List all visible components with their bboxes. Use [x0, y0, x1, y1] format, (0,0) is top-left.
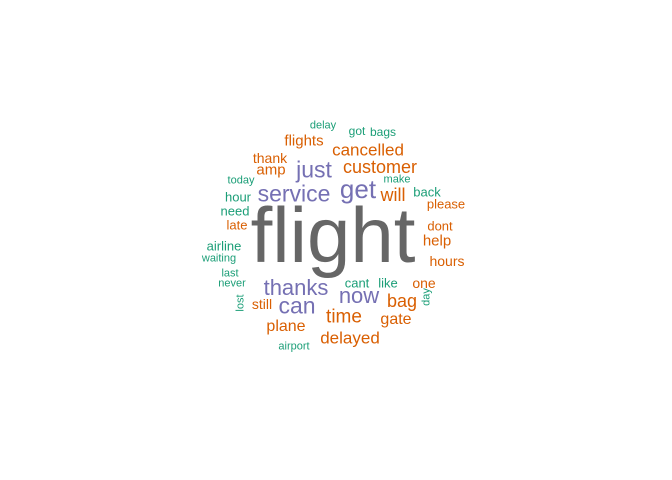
word-now: now: [338, 283, 380, 308]
word-get: get: [339, 174, 377, 204]
word-can: can: [278, 292, 316, 319]
word-got: got: [348, 124, 366, 138]
word-bag: bag: [386, 291, 418, 311]
word-one: one: [412, 275, 436, 291]
word-day: day: [420, 288, 433, 306]
word-back: back: [413, 184, 441, 200]
word-hours: hours: [429, 253, 465, 269]
word-airline: airline: [206, 238, 242, 254]
word-late: late: [226, 217, 248, 233]
word-gate: gate: [380, 311, 412, 328]
word-make: make: [383, 173, 411, 186]
word-will: will: [380, 185, 406, 205]
word-hour: hour: [224, 189, 252, 205]
word-today: today: [227, 174, 255, 187]
word-like: like: [378, 275, 398, 291]
word-need: need: [220, 203, 250, 219]
word-bags: bags: [369, 125, 397, 139]
word-lost: lost: [234, 294, 247, 312]
word-dont: dont: [427, 218, 453, 234]
word-cancelled: cancelled: [332, 140, 404, 160]
word-never: never: [218, 277, 246, 290]
word-just: just: [296, 156, 332, 183]
word-amp: amp: [256, 161, 286, 179]
word-flights: flights: [284, 132, 324, 150]
word-customer: customer: [342, 157, 418, 177]
word-plane: plane: [266, 318, 306, 335]
word-please: please: [426, 196, 466, 212]
word-flight: flight: [250, 191, 416, 279]
word-thank: thank: [252, 150, 288, 166]
word-airport: airport: [278, 340, 310, 353]
word-help: help: [422, 232, 452, 250]
word-delayed: delayed: [320, 328, 380, 348]
word-time: time: [326, 306, 362, 328]
word-last: last: [221, 267, 239, 280]
word-still: still: [251, 296, 273, 312]
word-service: service: [257, 180, 331, 207]
word-delay: delay: [309, 119, 337, 132]
word-waiting: waiting: [201, 252, 237, 265]
word-thanks: thanks: [263, 275, 329, 300]
word-cant: cant: [344, 275, 370, 291]
